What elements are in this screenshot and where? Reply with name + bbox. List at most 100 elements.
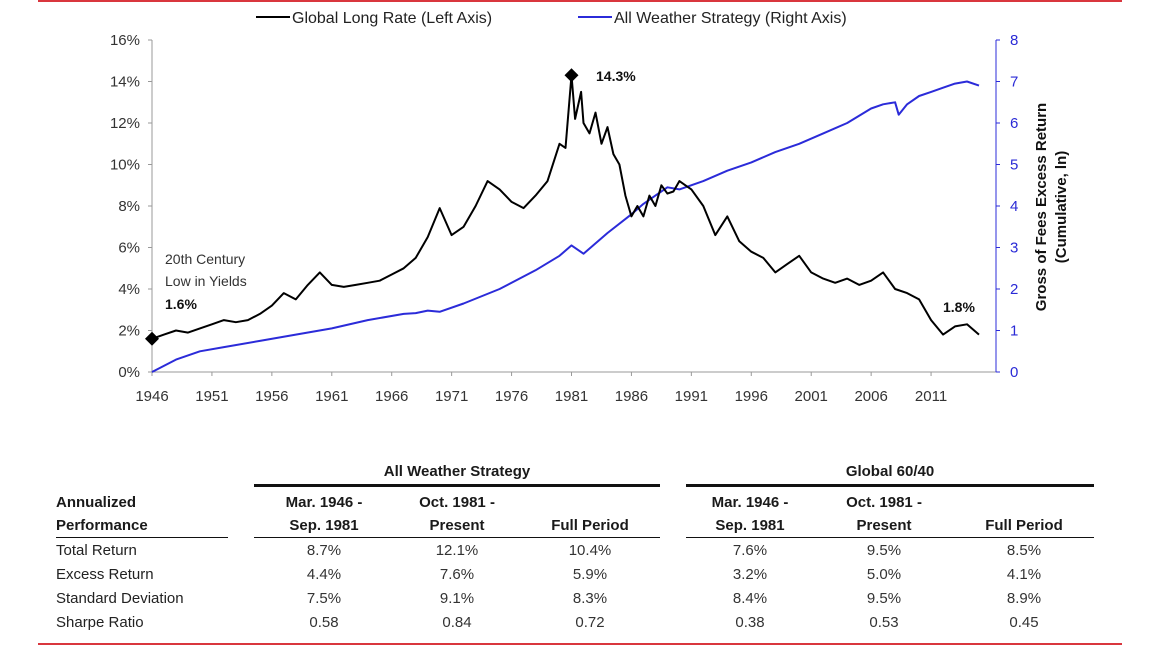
table-cell: 7.6% [732, 541, 768, 559]
table-cell: 5.9% [572, 565, 608, 583]
col-header-line1: Oct. 1981 - [846, 494, 922, 511]
right-tick-label: 3 [1010, 240, 1018, 257]
x-tick-label: 1961 [315, 388, 348, 405]
col-header-line1: Oct. 1981 - [419, 494, 495, 511]
legend-label-rate: Global Long Rate (Left Axis) [292, 10, 492, 27]
right-tick-label: 2 [1010, 281, 1018, 298]
col-header-line2: Present [856, 517, 912, 534]
left-tick-label: 12% [110, 115, 140, 132]
x-tick-label: 2001 [795, 388, 828, 405]
all-weather-line [151, 80, 980, 373]
row-header-line2: Performance [56, 517, 148, 534]
col-header-line2: Sep. 1981 [289, 517, 359, 534]
right-tick-label: 6 [1010, 115, 1018, 132]
spacer [660, 538, 686, 563]
x-tick-label: 1991 [675, 388, 708, 405]
row-label: Total Return [56, 541, 137, 559]
low-marker [145, 331, 159, 346]
x-tick-label: 1946 [135, 388, 168, 405]
x-tick-label: 1971 [435, 388, 468, 405]
table-cell: 9.1% [439, 589, 475, 607]
peak-marker [564, 68, 579, 83]
table-cell: 4.4% [306, 565, 342, 583]
x-tick-label: 1966 [375, 388, 408, 405]
table-cell: 7.6% [439, 565, 475, 583]
low-label-line2: Low in Yields [165, 273, 247, 289]
group-header-all-weather: All Weather Strategy [254, 458, 660, 487]
table-cell: 8.4% [732, 589, 768, 607]
bottom-rule [38, 643, 1122, 645]
row-label: Standard Deviation [56, 589, 184, 607]
right-tick-label: 5 [1010, 157, 1018, 174]
spacer [228, 562, 254, 586]
table-row: Sharpe Ratio 0.58 0.84 0.72 0.38 0.53 0.45 [56, 610, 1094, 634]
spacer [660, 586, 686, 610]
line-chart: 0% 2% 4% 6% 8% 10% 12% 14% 16% 0 1 2 3 4 5 6 7 8 1946 1951 1… [110, 10, 1070, 405]
right-tick-label: 7 [1010, 74, 1018, 91]
group-header-global-60-40: Global 60/40 [686, 458, 1094, 487]
row-header: Annualized Performance [56, 485, 228, 538]
left-tick-label: 10% [110, 157, 140, 174]
spacer [228, 610, 254, 634]
x-tick-label: 1956 [255, 388, 288, 405]
peak-label: 14.3% [596, 68, 636, 84]
col-header-line2: Present [429, 517, 485, 534]
spacer [228, 538, 254, 563]
col-header: Full Period [954, 485, 1094, 538]
col-header-line2: Full Period [985, 517, 1063, 534]
table-cell: 0.72 [575, 613, 605, 631]
row-header-line1: Annualized [56, 494, 137, 511]
low-value-label: 1.6% [165, 296, 197, 312]
table-cell: 8.3% [572, 589, 608, 607]
table-row: Total Return 8.7% 12.1% 10.4% 7.6% 9.5% 8.5% [56, 538, 1094, 563]
table-cell: 0.38 [735, 613, 765, 631]
x-tick-label: 1996 [735, 388, 768, 405]
end-label: 1.8% [943, 299, 975, 315]
left-tick-label: 14% [110, 74, 140, 91]
table-cell: 8.9% [1006, 589, 1042, 607]
right-tick-label: 1 [1010, 323, 1018, 340]
x-tick-label: 1951 [195, 388, 228, 405]
right-axis-title-line2: (Cumulative, ln) [1053, 151, 1070, 264]
chart-series [145, 68, 980, 373]
col-header-line2: Sep. 1981 [715, 517, 785, 534]
row-label: Excess Return [56, 565, 154, 583]
table-row: Excess Return 4.4% 7.6% 5.9% 3.2% 5.0% 4.1% [56, 562, 1094, 586]
top-rule [38, 0, 1122, 2]
x-tick-label: 1981 [555, 388, 588, 405]
left-tick-label: 16% [110, 32, 140, 49]
left-tick-label: 4% [118, 281, 140, 298]
right-axis-title: Gross of Fees Excess Return (Cumulative,… [1033, 103, 1070, 311]
col-header: Full Period [520, 485, 660, 538]
x-tick-label: 2011 [915, 388, 947, 405]
row-label: Sharpe Ratio [56, 613, 144, 631]
left-tick-label: 8% [118, 198, 140, 215]
table-cell: 5.0% [866, 565, 902, 583]
legend-label-all-weather: All Weather Strategy (Right Axis) [614, 10, 847, 27]
table-cell: 12.1% [435, 541, 479, 559]
table-cell: 4.1% [1006, 565, 1042, 583]
spacer [660, 610, 686, 634]
spacer [660, 562, 686, 586]
col-header: Mar. 1946 - Sep. 1981 [686, 485, 814, 538]
right-tick-label: 0 [1010, 364, 1018, 381]
table-cell: 0.53 [869, 613, 899, 631]
x-tick-label: 1986 [615, 388, 648, 405]
col-header-line1: Mar. 1946 - [711, 494, 789, 511]
spacer [228, 586, 254, 610]
global-long-rate-line [151, 74, 980, 340]
table-cell: 0.45 [1009, 613, 1039, 631]
table-cell: 9.5% [866, 589, 902, 607]
table-cell: 3.2% [732, 565, 768, 583]
x-tick-label: 2006 [854, 388, 887, 405]
table-cell: 0.58 [309, 613, 339, 631]
table-cell: 10.4% [568, 541, 612, 559]
table-cell: 8.7% [306, 541, 342, 559]
right-axis-title-line1: Gross of Fees Excess Return [1033, 103, 1050, 311]
performance-table: All Weather Strategy Global 60/40 Annual… [56, 458, 1094, 634]
x-tick-label: 1976 [495, 388, 528, 405]
table-cell: 7.5% [306, 589, 342, 607]
col-header: Oct. 1981 - Present [394, 485, 520, 538]
col-header: Mar. 1946 - Sep. 1981 [254, 485, 394, 538]
left-tick-label: 2% [118, 323, 140, 340]
